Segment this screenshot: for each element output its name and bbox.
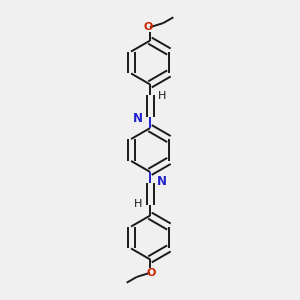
Text: N: N xyxy=(133,112,143,125)
Text: O: O xyxy=(144,22,153,32)
Text: N: N xyxy=(157,175,167,188)
Text: O: O xyxy=(147,268,156,278)
Text: H: H xyxy=(158,91,166,101)
Text: H: H xyxy=(134,199,142,209)
